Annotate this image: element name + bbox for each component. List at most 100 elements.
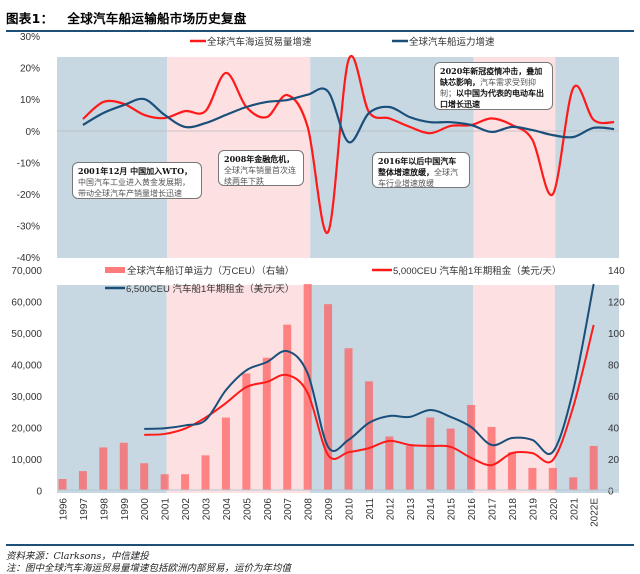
- x-tick-label: 2009: [324, 498, 335, 521]
- figure-title: 全球汽车船运输船市场历史复盘: [67, 11, 247, 26]
- orderbook-bar: [528, 467, 537, 490]
- orderbook-bar: [364, 381, 373, 490]
- y-right-tick-label: 80: [608, 361, 620, 372]
- legend-label: 全球汽车海运贸易量增速: [207, 36, 312, 48]
- orderbook-bar: [405, 445, 414, 490]
- orderbook-bar: [58, 478, 67, 490]
- trade-growth-line: [82, 55, 615, 234]
- orderbook-bar: [78, 471, 87, 490]
- x-tick-label: 1998: [99, 498, 110, 521]
- x-tick-label: 2003: [202, 498, 213, 521]
- y-right-tick-label: 60: [608, 392, 620, 403]
- annotation-2020: 2020年新冠疫情冲击，叠加缺芯影响，汽车需求受到抑制；以中国为代表的电动车出口…: [434, 62, 553, 110]
- rate-6500ceu-line: [144, 283, 595, 455]
- figure-label: 图表1：: [6, 11, 54, 26]
- x-tick-label: 2020: [549, 498, 560, 521]
- y-right-tick-label: 100: [608, 329, 625, 340]
- x-tick-label: 2005: [242, 498, 253, 521]
- y-tick-label: 20%: [20, 64, 40, 75]
- chart-title: 图表1： 全球汽车船运输船市场历史复盘: [6, 8, 261, 27]
- orderbook-bar: [507, 452, 516, 490]
- orderbook-bar: [283, 324, 292, 490]
- orderbook-bar: [589, 445, 598, 490]
- annotation-heading: 2020年新冠疫情冲击，叠加缺芯影响，: [440, 66, 543, 87]
- x-tick-label: 2013: [406, 498, 417, 521]
- x-tick-label: 1997: [79, 498, 90, 521]
- y-tick-label: -20%: [17, 190, 40, 201]
- annotation-text: 全球汽车行业增速放缓: [378, 168, 458, 188]
- annotation-wto: 2001年12月 中国加入WTO， 中国汽车工业进入黄金发展期，带动全球汽车产销量…: [72, 162, 202, 199]
- x-tick-label: 2012: [385, 498, 396, 521]
- annotation-2016: 2016年以后中国汽车整体增速放缓，全球汽车行业增速放缓: [372, 152, 470, 188]
- rate-5000ceu-line: [144, 324, 595, 467]
- y-tick-label: -10%: [17, 158, 40, 169]
- y-left-tick-label: 70,000: [11, 266, 42, 277]
- orderbook-bar: [446, 428, 455, 490]
- y-right-tick-label: 20: [608, 455, 620, 466]
- y-tick-label: 0%: [26, 127, 41, 138]
- x-tick-label: 2016: [467, 498, 478, 521]
- orderbook-bar: [487, 427, 496, 490]
- x-tick-label: 2015: [447, 498, 458, 521]
- x-tick-label: 2014: [426, 498, 437, 521]
- x-tick-label: 2007: [283, 498, 294, 521]
- period-band: [57, 285, 167, 493]
- legend-label: 5,000CEU 汽车船1年期租金（美元/天）: [393, 265, 561, 277]
- y-left-tick-label: 10,000: [11, 455, 42, 466]
- period-band: [555, 57, 619, 258]
- y-left-tick-label: 30,000: [11, 392, 42, 403]
- x-tick-label: 2011: [365, 498, 376, 520]
- y-left-tick-label: 50,000: [11, 329, 42, 340]
- annotation-text: 全球汽车销量首次连续两年下跌: [224, 166, 296, 186]
- orderbook-bar: [99, 447, 108, 490]
- legend-label: 全球汽车船订单运力（万CEU）（右轴）: [127, 265, 294, 277]
- x-tick-label: 2006: [263, 498, 274, 521]
- x-tick-label: 2017: [488, 498, 499, 521]
- x-tick-label: 2021: [569, 498, 580, 521]
- annotation-heading: 2016年以后中国汽车整体增速放缓，: [378, 156, 457, 177]
- x-tick-label: 2002: [181, 498, 192, 521]
- annotation-2008: 2008年金融危机， 全球汽车销量首次连续两年下跌: [218, 150, 304, 186]
- orderbook-bar: [344, 348, 353, 490]
- annotation-text: 中国汽车工业进入黄金发展期，带动全球汽车产销量增长迅速: [78, 178, 190, 198]
- period-band: [57, 57, 168, 258]
- orderbook-bar: [324, 304, 333, 490]
- annotation-text: 汽车需求受到抑制；: [440, 78, 536, 98]
- orderbook-bar: [160, 474, 169, 490]
- orderbook-bar: [201, 455, 210, 490]
- footer-rule: [6, 544, 634, 546]
- y-left-tick-label: 40,000: [11, 361, 42, 372]
- x-tick-label: 2008: [304, 498, 315, 521]
- y-tick-label: -30%: [17, 222, 40, 233]
- y-left-tick-label: 20,000: [11, 424, 42, 435]
- orderbook-bar: [467, 404, 476, 490]
- legend-label: 全球汽车船运力增速: [409, 36, 495, 48]
- x-tick-label: 2019: [528, 498, 539, 521]
- annotation-heading-2: 以中国为代表的电动车出口增长迅速: [440, 88, 544, 109]
- annotation-heading: 2008年金融危机，: [224, 154, 295, 164]
- y-right-tick-label: 140: [608, 266, 625, 277]
- y-tick-label: 10%: [20, 95, 40, 106]
- y-left-tick-label: 60,000: [11, 298, 42, 309]
- y-tick-label: -40%: [17, 253, 40, 264]
- orderbook-bar: [548, 467, 557, 490]
- x-tick-label: 1996: [59, 498, 70, 521]
- x-tick-label: 2004: [222, 498, 233, 521]
- x-tick-label: 2018: [508, 498, 519, 521]
- orderbook-bar: [119, 442, 128, 490]
- footnote: 注：图中全球汽车海运贸易量增速包括欧洲内部贸易，运价为年均值: [6, 563, 292, 574]
- orderbook-bar: [303, 284, 312, 490]
- orderbook-bar: [262, 357, 271, 490]
- orderbook-bar: [221, 417, 230, 490]
- y-right-tick-label: 40: [608, 424, 620, 435]
- y-right-tick-label: 120: [608, 298, 625, 309]
- orderbook-bar: [140, 463, 149, 490]
- title-rule: [6, 30, 634, 32]
- orderbook-bar: [569, 477, 578, 490]
- legend-label: 6,500CEU 汽车船1年期租金（美元/天）: [126, 283, 294, 295]
- y-right-tick-label: 0: [608, 487, 614, 498]
- y-left-tick-label: 0: [36, 487, 42, 498]
- x-tick-label: 2022E: [590, 498, 601, 527]
- orderbook-bar: [385, 436, 394, 490]
- y-tick-label: 30%: [20, 32, 40, 43]
